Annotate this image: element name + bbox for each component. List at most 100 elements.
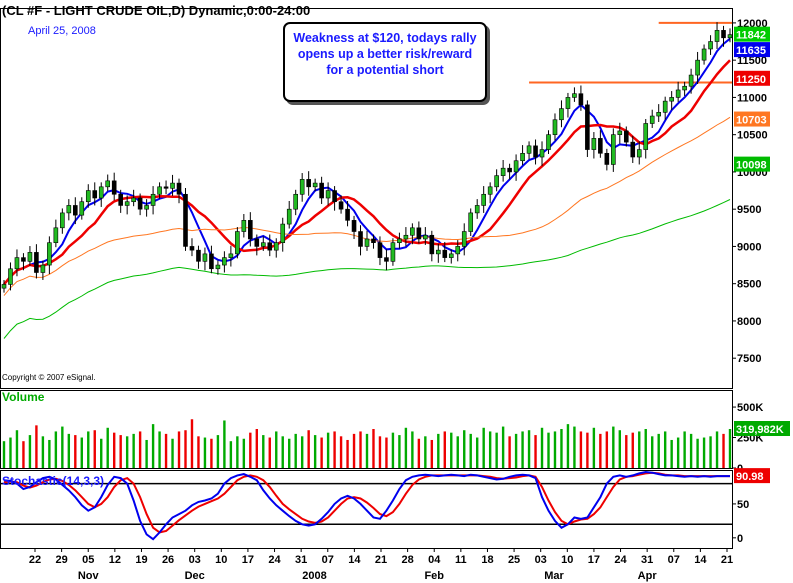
volume-bar bbox=[618, 430, 622, 468]
volume-bar bbox=[151, 424, 155, 468]
candle-up bbox=[494, 175, 499, 188]
candle-up bbox=[695, 59, 700, 76]
volume-bar bbox=[2, 441, 6, 468]
day-label: 10 bbox=[561, 554, 573, 566]
volume-bar bbox=[417, 438, 421, 468]
volume-bar bbox=[339, 436, 343, 468]
volume-bar bbox=[346, 439, 349, 468]
volume-bar bbox=[262, 435, 265, 468]
annotation-callout: Weakness at $120, todays rally opens up … bbox=[283, 22, 487, 102]
candle-up bbox=[474, 205, 480, 214]
candle-down bbox=[623, 130, 629, 143]
volume-bar bbox=[288, 438, 291, 468]
volume-bar bbox=[488, 431, 492, 468]
volume-bar bbox=[715, 431, 719, 468]
volume-bar bbox=[463, 430, 466, 468]
candle-down bbox=[578, 93, 584, 106]
price-tag-label: 11635 bbox=[736, 45, 766, 57]
candle-up bbox=[669, 97, 674, 102]
volume-bar bbox=[294, 433, 297, 468]
volume-bar bbox=[268, 437, 271, 468]
stochastic-k-line bbox=[3, 470, 730, 541]
day-label: 25 bbox=[508, 554, 520, 566]
candle-down bbox=[21, 257, 26, 262]
volume-bar bbox=[378, 436, 382, 468]
candle-up bbox=[273, 242, 279, 251]
copyright-text: Copyright © 2007 eSignal. bbox=[2, 373, 96, 382]
volume-bar bbox=[307, 430, 310, 468]
candle-up bbox=[468, 212, 474, 232]
volume-bar bbox=[547, 432, 550, 468]
volume-bar bbox=[456, 436, 459, 468]
price-tick-label: 8500 bbox=[737, 279, 761, 291]
volume-bar bbox=[54, 431, 58, 468]
day-label: 17 bbox=[588, 554, 600, 566]
panel-frame bbox=[0, 470, 733, 549]
stochastic-last-tag bbox=[734, 468, 770, 484]
volume-bar bbox=[93, 430, 96, 468]
candle-down bbox=[332, 190, 337, 203]
price-tick-label: 8000 bbox=[737, 316, 761, 328]
stochastic-tick-label: 50 bbox=[737, 499, 749, 511]
candle-down bbox=[34, 252, 39, 273]
volume-bar bbox=[592, 427, 596, 468]
volume-bar bbox=[326, 432, 330, 468]
candle-up bbox=[552, 119, 558, 135]
stochastic-lines bbox=[0, 470, 732, 541]
candle-up bbox=[98, 186, 104, 199]
candle-up bbox=[215, 264, 221, 270]
day-label: 10 bbox=[215, 554, 227, 566]
candle-up bbox=[572, 93, 577, 98]
candle-up bbox=[500, 167, 506, 176]
candle-up bbox=[559, 108, 564, 121]
volume-bar bbox=[631, 432, 634, 468]
volume-bar bbox=[540, 427, 544, 468]
volume-bar bbox=[145, 439, 148, 468]
candle-up bbox=[617, 130, 623, 135]
price-tag bbox=[734, 26, 770, 42]
volume-bar bbox=[164, 433, 168, 468]
candle-up bbox=[14, 257, 20, 270]
candle-up bbox=[53, 227, 59, 244]
price-tick-label: 10500 bbox=[737, 130, 768, 142]
volume-bar bbox=[320, 437, 323, 468]
price-tick-label: 11500 bbox=[737, 55, 767, 67]
volume-bar bbox=[514, 433, 518, 468]
day-label: 04 bbox=[428, 554, 441, 566]
candle-up bbox=[455, 246, 461, 255]
candle-up bbox=[235, 231, 240, 255]
price-tag-label: 10098 bbox=[736, 160, 767, 172]
ma-green-line bbox=[3, 199, 731, 339]
volume-bar bbox=[722, 433, 725, 468]
candle-down bbox=[442, 249, 448, 258]
volume-bar bbox=[521, 431, 524, 468]
stochastic-axis: 50 0 90.98 bbox=[732, 468, 770, 545]
volume-last-label: 319,982K bbox=[736, 424, 784, 436]
candle-up bbox=[105, 180, 111, 188]
candle-up bbox=[682, 85, 687, 91]
candle-up bbox=[1, 284, 7, 289]
volume-bar bbox=[501, 426, 505, 468]
day-label: 24 bbox=[614, 554, 627, 566]
volume-bar bbox=[171, 438, 174, 468]
day-label: 18 bbox=[481, 554, 493, 566]
price-tick-label: 11000 bbox=[737, 92, 767, 104]
candle-up bbox=[66, 205, 72, 214]
candle-up bbox=[611, 134, 616, 165]
panel-frames bbox=[0, 8, 733, 549]
candle-up bbox=[222, 257, 227, 266]
volume-bar bbox=[15, 430, 19, 468]
candle-down bbox=[209, 253, 214, 270]
volume-bar bbox=[125, 436, 129, 468]
volume-bar bbox=[41, 436, 45, 468]
candle-up bbox=[27, 252, 33, 262]
volume-bar bbox=[599, 433, 602, 468]
candle-down bbox=[358, 231, 363, 247]
stochastic-tick-label: 0 bbox=[737, 533, 743, 545]
chart-title: (CL #F - LIGHT CRUDE OIL,D) Dynamic,0:00… bbox=[2, 3, 310, 18]
price-tags: 11842 11635 11250 10703 10098 bbox=[734, 26, 770, 172]
candle-up bbox=[390, 242, 396, 262]
volume-bar bbox=[359, 431, 362, 468]
month-label: Nov bbox=[78, 570, 100, 582]
day-label: 21 bbox=[375, 554, 387, 566]
